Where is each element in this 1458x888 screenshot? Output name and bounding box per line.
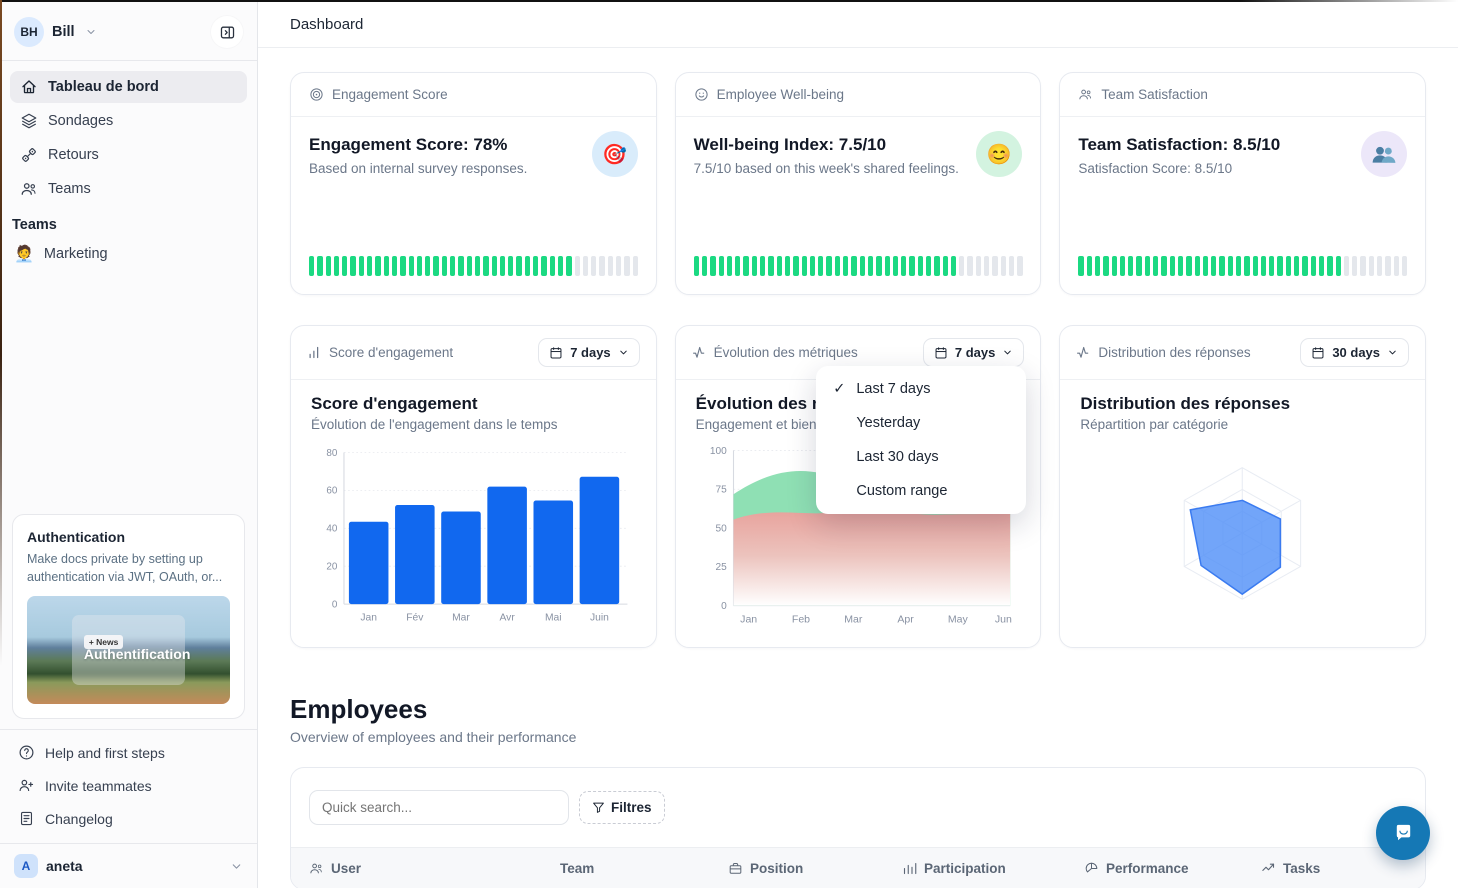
svg-text:Juin: Juin (590, 613, 609, 624)
svg-text:25: 25 (715, 562, 727, 573)
svg-text:20: 20 (326, 561, 337, 572)
svg-text:May: May (948, 614, 969, 626)
svg-text:Mar: Mar (452, 613, 470, 624)
svg-text:Mai: Mai (545, 613, 562, 624)
svg-text:Fév: Fév (406, 613, 424, 624)
svg-text:40: 40 (326, 524, 337, 535)
svg-text:Apr: Apr (897, 614, 914, 626)
svg-text:50: 50 (715, 523, 727, 534)
svg-text:Avr: Avr (499, 613, 515, 624)
svg-text:60: 60 (326, 486, 337, 497)
svg-text:0: 0 (332, 599, 338, 610)
svg-text:80: 80 (326, 448, 337, 459)
svg-text:0: 0 (721, 601, 727, 612)
svg-text:Jun: Jun (995, 614, 1012, 626)
svg-text:100: 100 (710, 446, 727, 457)
svg-text:Jan: Jan (360, 613, 377, 624)
svg-text:Feb: Feb (792, 614, 810, 626)
svg-text:Mar: Mar (844, 614, 863, 626)
svg-text:Jan: Jan (740, 614, 757, 626)
svg-text:75: 75 (715, 485, 727, 496)
